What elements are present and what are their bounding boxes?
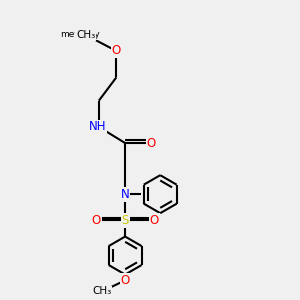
Text: O: O <box>121 274 130 287</box>
Text: N: N <box>121 188 130 201</box>
Text: CH₃: CH₃ <box>76 30 95 40</box>
Text: CH₃: CH₃ <box>92 286 111 296</box>
Text: O: O <box>112 44 121 58</box>
Text: O: O <box>91 214 101 227</box>
Text: methoxy: methoxy <box>60 30 100 39</box>
Text: S: S <box>122 214 129 227</box>
Text: O: O <box>147 136 156 149</box>
Text: O: O <box>150 214 159 227</box>
Text: NH: NH <box>89 121 106 134</box>
